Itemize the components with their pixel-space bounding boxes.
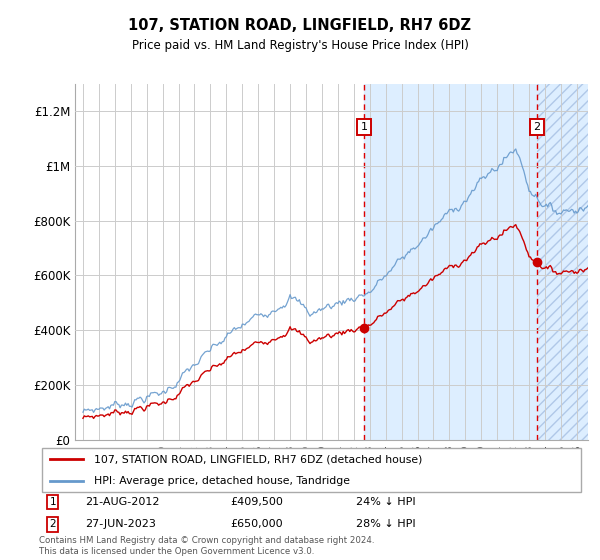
Text: 2: 2 [533,122,541,132]
Text: £650,000: £650,000 [230,519,283,529]
Text: 1: 1 [361,122,368,132]
Bar [364,84,537,440]
Bar [537,84,600,440]
Text: 28% ↓ HPI: 28% ↓ HPI [356,519,415,529]
Text: 27-JUN-2023: 27-JUN-2023 [85,519,156,529]
Text: 24% ↓ HPI: 24% ↓ HPI [356,497,415,507]
Text: £409,500: £409,500 [230,497,283,507]
Text: Price paid vs. HM Land Registry's House Price Index (HPI): Price paid vs. HM Land Registry's House … [131,39,469,52]
Text: 2: 2 [49,519,56,529]
Text: HPI: Average price, detached house, Tandridge: HPI: Average price, detached house, Tand… [94,476,350,486]
Text: 107, STATION ROAD, LINGFIELD, RH7 6DZ: 107, STATION ROAD, LINGFIELD, RH7 6DZ [128,18,472,33]
FancyBboxPatch shape [42,448,581,492]
Text: Contains HM Land Registry data © Crown copyright and database right 2024.
This d: Contains HM Land Registry data © Crown c… [39,536,374,556]
Text: 107, STATION ROAD, LINGFIELD, RH7 6DZ (detached house): 107, STATION ROAD, LINGFIELD, RH7 6DZ (d… [94,454,422,464]
Text: 1: 1 [49,497,56,507]
Bar [537,84,600,440]
Text: 21-AUG-2012: 21-AUG-2012 [85,497,160,507]
